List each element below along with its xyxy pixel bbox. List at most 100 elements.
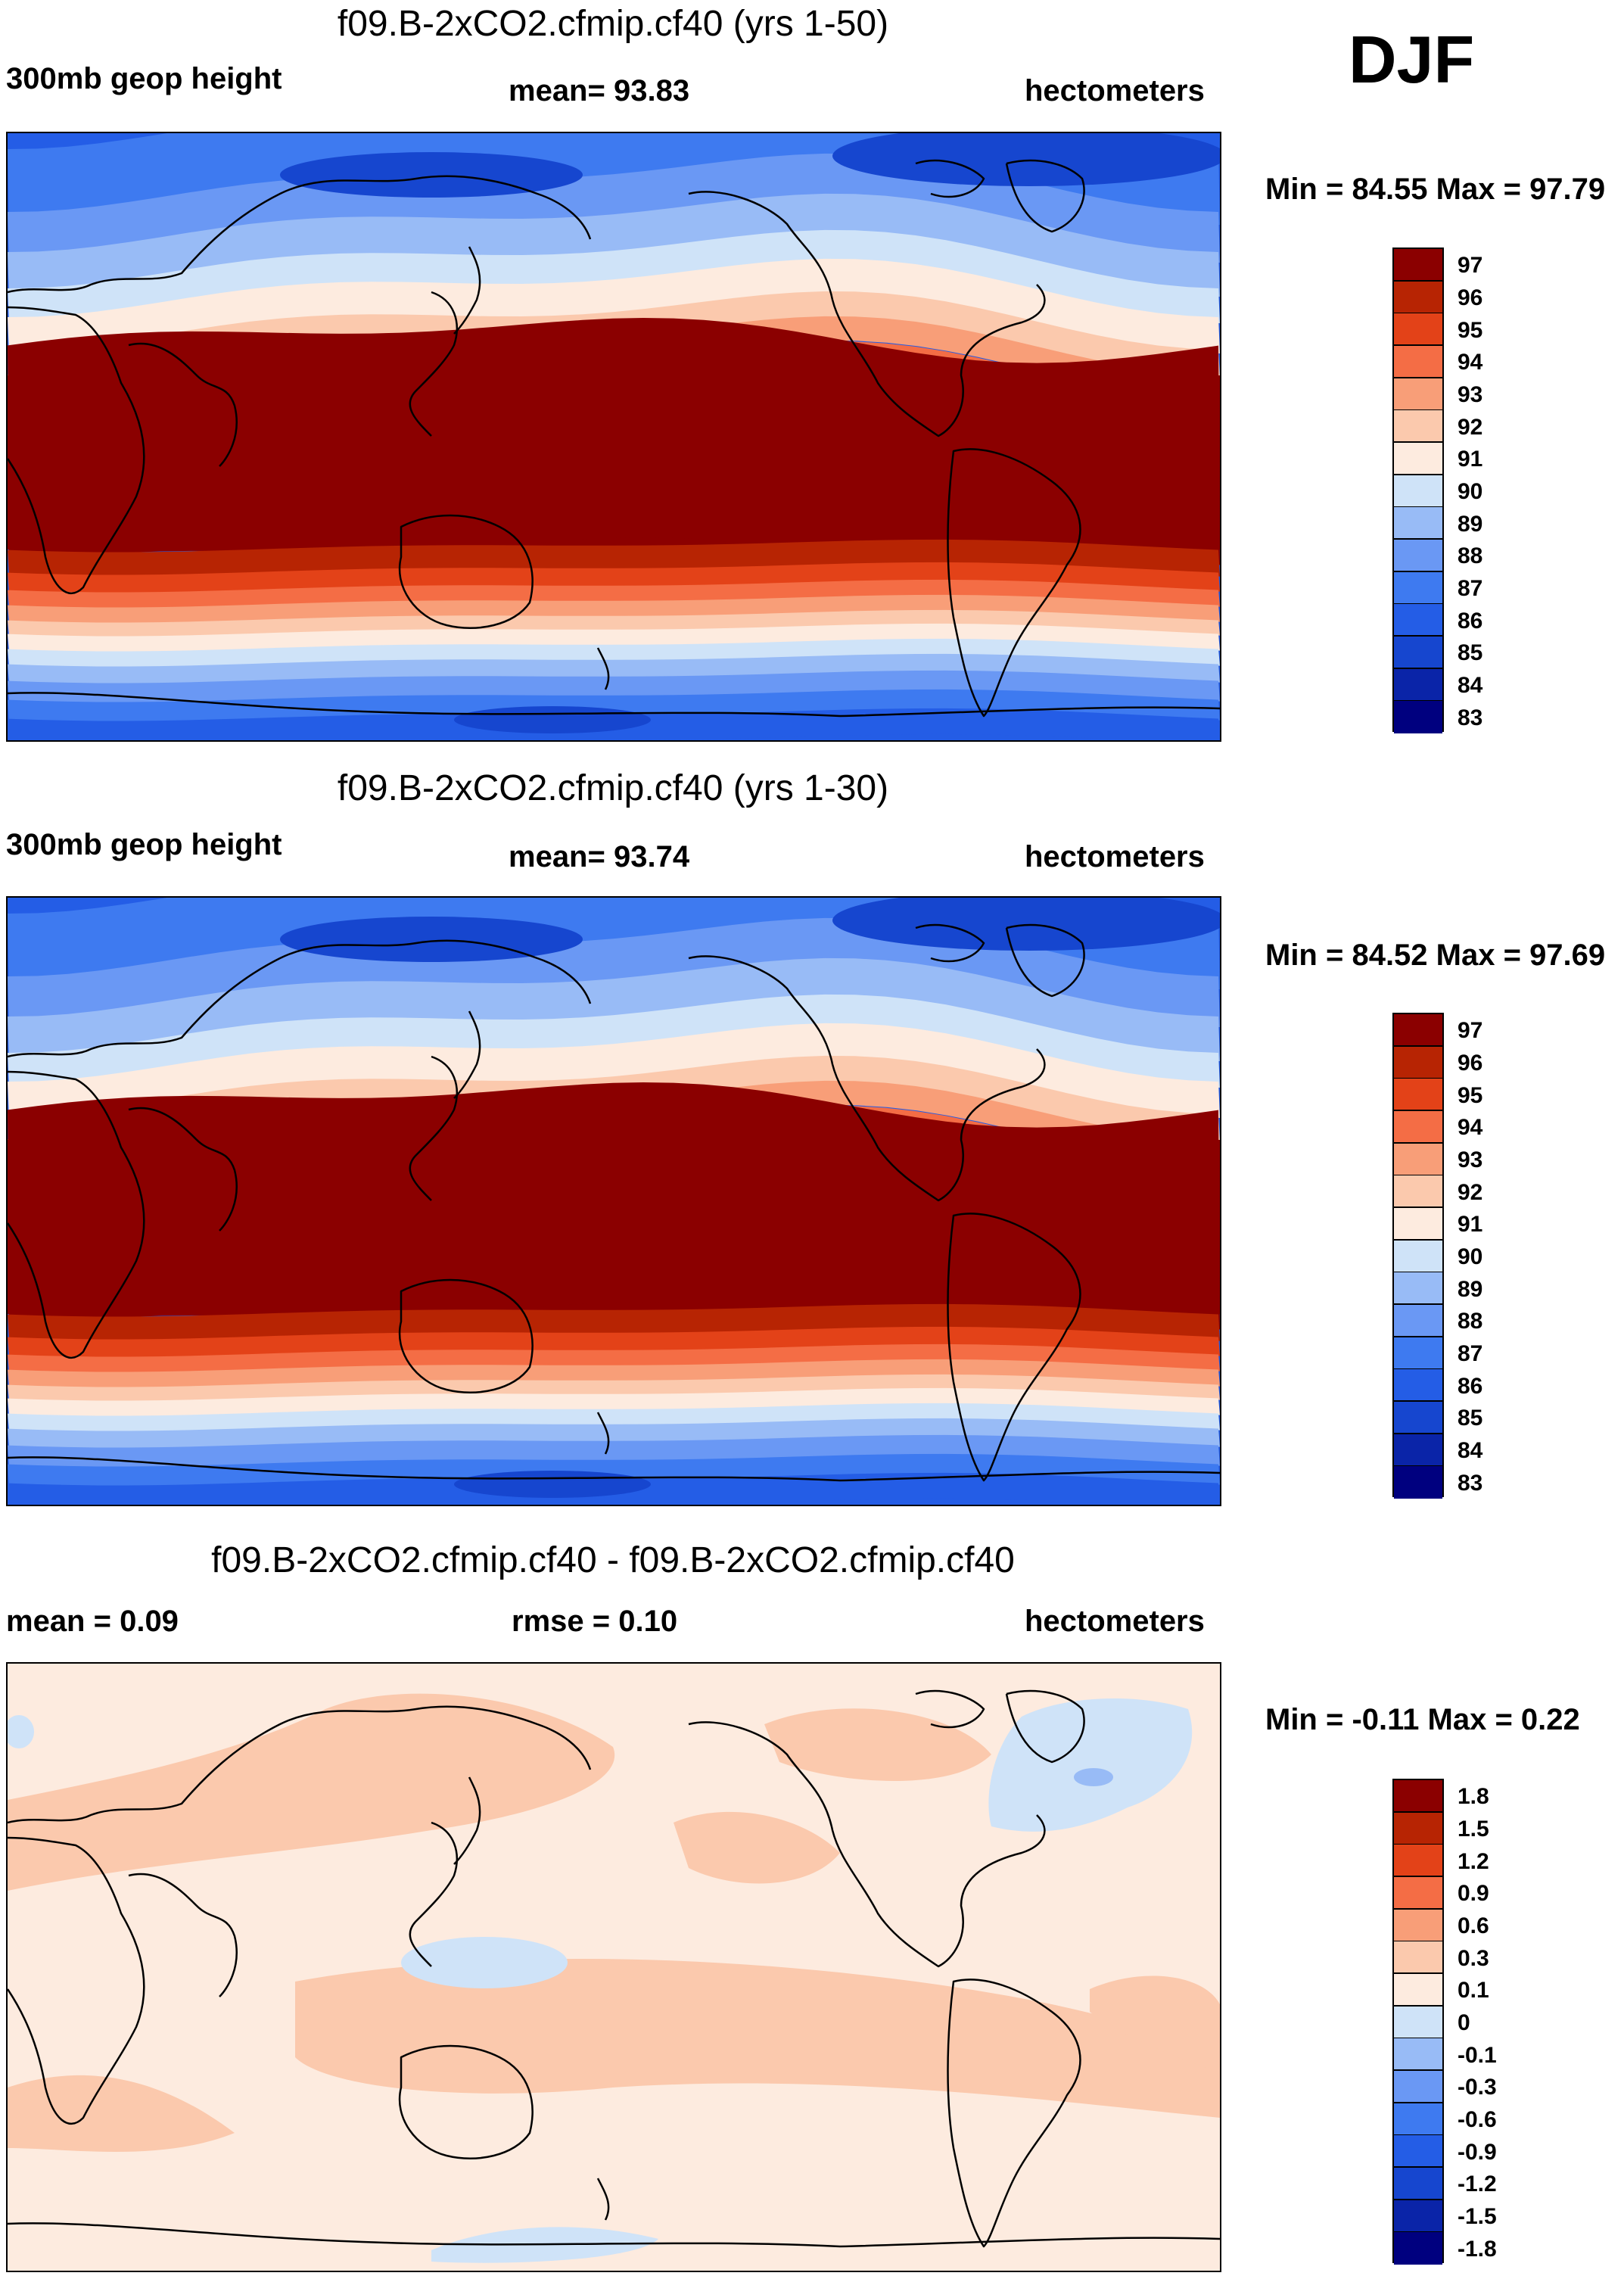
panel1-coastline: [128, 342, 238, 467]
panel2-coastline: [947, 1213, 1081, 1482]
panel1-coastline: [947, 448, 1081, 718]
panel2-coastline: [8, 1456, 1220, 1482]
panel2-colorbar-label: 88: [1458, 1309, 1483, 1334]
panel3-colorbar-label: -1.8: [1458, 2236, 1497, 2262]
panel2-coastline: [409, 1055, 458, 1201]
panel3-negative-edge: [8, 1715, 34, 1748]
panel2-coastline: [398, 1278, 534, 1393]
panel1-colorbar-label: 83: [1458, 705, 1483, 730]
panel1-coastline: [1005, 159, 1085, 233]
panel2-coastline: [453, 1010, 481, 1099]
panel1-coastline: [596, 647, 610, 690]
panel1-colorbar-box: [1394, 604, 1442, 637]
panel3-coastline: [409, 1821, 458, 1967]
panel3-colorbar-box: [1394, 1974, 1442, 2007]
panel3-colorbar-box: [1394, 2103, 1442, 2136]
panel3-colorbar-label: 0.3: [1458, 1945, 1489, 1971]
panel1-coastline: [915, 159, 985, 198]
panel3-colorbar-box: [1394, 1909, 1442, 1942]
panel3-coastline: [8, 2222, 1220, 2248]
panel1-band-south: [8, 623, 1220, 653]
panel1-band-south: [8, 689, 1220, 723]
panel1-colorbar-box: [1394, 281, 1442, 314]
panel3-title: f09.B-2xCO2.cfmip.cf40 - f09.B-2xCO2.cfm…: [211, 1540, 1015, 1580]
panel2-colorbar-label: 92: [1458, 1179, 1483, 1205]
panel2-coastline: [128, 1107, 238, 1231]
panel3-colorbar-label: 1.2: [1458, 1848, 1489, 1874]
panel3-coastline: [1005, 1689, 1085, 1764]
panel1-map: [6, 132, 1221, 742]
panel1-colorbar: [1392, 248, 1444, 734]
panel1-colorbar-label: 84: [1458, 673, 1483, 698]
panel3-colorbar-label: 0: [1458, 2010, 1470, 2035]
season-label: DJF: [1349, 22, 1475, 97]
panel2-band-north: [8, 994, 1220, 1088]
panel2-colorbar-box: [1394, 1111, 1442, 1144]
panel1-coastline: [409, 291, 458, 437]
panel1-colorbar-label: 85: [1458, 640, 1483, 666]
panel1-colorbar-label: 89: [1458, 511, 1483, 537]
panel2-colorbar-box: [1394, 1305, 1442, 1338]
panel1-mean: mean= 93.83: [509, 74, 690, 107]
panel2-band-south: [8, 1374, 1220, 1403]
panel1-colorbar-label: 96: [1458, 285, 1483, 310]
panel1-colorbar-box: [1394, 313, 1442, 347]
panel1-colorbar-box: [1394, 637, 1442, 670]
panel3-map: [6, 1662, 1221, 2272]
panel2-colorbar-box: [1394, 1466, 1442, 1499]
panel2-colorbar-label: 85: [1458, 1406, 1483, 1431]
panel3-colorbar-label: 1.5: [1458, 1817, 1489, 1842]
panel1-colorbar-box: [1394, 378, 1442, 411]
panel1-colorbar-label: 90: [1458, 479, 1483, 504]
panel2-colorbar-label: 94: [1458, 1115, 1483, 1141]
panel3-colorbar-label: -1.2: [1458, 2172, 1497, 2197]
panel2-colorbar-box: [1394, 1175, 1442, 1209]
panel2-map: [6, 896, 1221, 1506]
panel3-colorbar: [1392, 1779, 1444, 2265]
panel2-coastline: [688, 955, 1046, 1202]
panel2-band-south: [8, 1326, 1220, 1359]
panel1-band-south: [8, 539, 1220, 579]
panel2-colorbar-label: 93: [1458, 1147, 1483, 1172]
panel2-colorbar-label: 86: [1458, 1373, 1483, 1399]
panel3-positive-region: [764, 1708, 991, 1781]
panel1-colorbar-box: [1394, 540, 1442, 573]
panel1-colorbar-box: [1394, 668, 1442, 702]
panel2-colorbar-label: 83: [1458, 1470, 1483, 1496]
panel2-band-south: [8, 1453, 1220, 1487]
panel3-colorbar-box: [1394, 2200, 1442, 2233]
panel1-colorbar-label: 87: [1458, 576, 1483, 601]
panel3-colorbar-label: 0.6: [1458, 1913, 1489, 1938]
panel3-colorbar-box: [1394, 1941, 1442, 1975]
panel1-low-antarctic: [454, 706, 651, 733]
panel2-title: f09.B-2xCO2.cfmip.cf40 (yrs 1-30): [337, 768, 889, 808]
panel1-units: hectometers: [1025, 74, 1205, 107]
panel1-colorbar-label: 95: [1458, 317, 1483, 343]
panel3-negative-pacific: [401, 1937, 568, 1988]
panel1-colorbar-label: 91: [1458, 447, 1483, 472]
panel3-colorbar-box: [1394, 2006, 1442, 2039]
panel2-colorbar-label: 89: [1458, 1276, 1483, 1302]
panel1-minmax: Min = 84.55 Max = 97.79: [1265, 173, 1606, 206]
panel3-colorbar-label: -1.5: [1458, 2204, 1497, 2229]
panel2-colorbar-box: [1394, 1337, 1442, 1370]
panel2-colorbar-box: [1394, 1046, 1442, 1079]
panel1-colorbar-box: [1394, 410, 1442, 444]
panel2-band-south: [8, 1359, 1220, 1389]
panel2-band-south: [8, 1434, 1220, 1468]
panel2-low-antarctic: [454, 1471, 651, 1498]
panel1-colorbar-box: [1394, 346, 1442, 379]
panel1-band-south: [8, 653, 1220, 685]
panel2-colorbar: [1392, 1013, 1444, 1499]
panel1-band-south: [8, 594, 1220, 624]
panel2-minmax: Min = 84.52 Max = 97.69: [1265, 939, 1606, 972]
panel3-colorbar-box: [1394, 2135, 1442, 2168]
panel1-colorbar-box: [1394, 475, 1442, 508]
panel2-colorbar-box: [1394, 1402, 1442, 1435]
panel3-coastline: [453, 1776, 481, 1865]
panel3-positive-region: [1090, 1975, 1220, 2072]
panel1-variable: 300mb geop height: [6, 62, 282, 95]
panel3-rmse: rmse = 0.10: [512, 1605, 678, 1638]
panel3-negative-core: [1074, 1768, 1113, 1786]
panel3-coastline: [8, 1836, 145, 2125]
